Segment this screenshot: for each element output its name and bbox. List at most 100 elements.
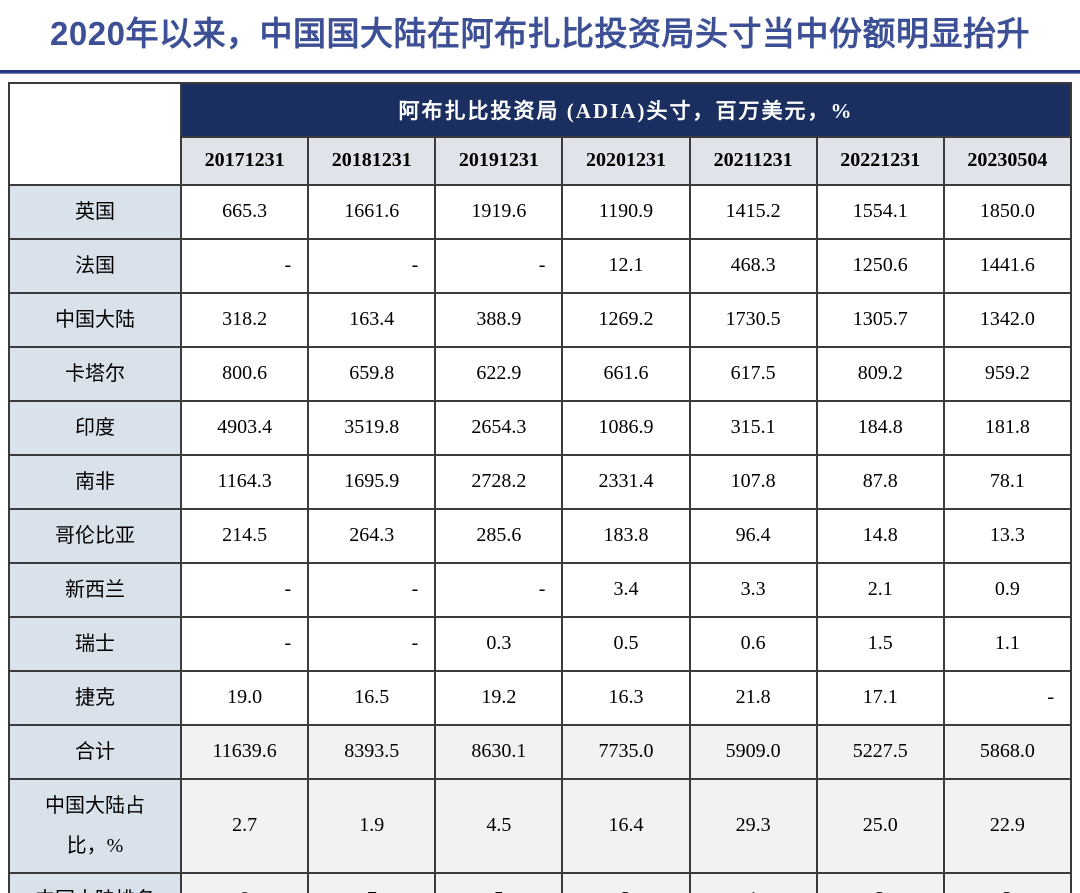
table-cell: 2654.3 xyxy=(434,399,564,456)
row-label: 哥伦比亚 xyxy=(8,507,182,564)
column-header: 20211231 xyxy=(688,135,818,186)
row-label: 南非 xyxy=(8,453,182,510)
table-cell: 16.4 xyxy=(561,777,691,874)
table-cell: 8 xyxy=(179,871,310,893)
table-cell: - xyxy=(179,237,310,294)
table-cell: 12.1 xyxy=(561,237,691,294)
table-cell: 3 xyxy=(942,871,1073,893)
table-banner-title: 阿布扎比投资局 (ADIA)头寸，百万美元，% xyxy=(180,81,1072,138)
table-cell: 8393.5 xyxy=(307,723,437,780)
column-header: 20181231 xyxy=(307,135,437,186)
table-cell: 184.8 xyxy=(815,399,945,456)
table-cell: 2 xyxy=(815,871,945,893)
table-cell: 4.5 xyxy=(434,777,564,874)
table-cell: 1919.6 xyxy=(434,183,564,240)
table-cell: 1250.6 xyxy=(815,237,945,294)
table-row: 新西兰 - - -3.4 3.3 2.1 0.9 xyxy=(8,561,1073,618)
table-cell: 1190.9 xyxy=(561,183,691,240)
table-cell: 1730.5 xyxy=(688,291,818,348)
adia-table: 阿布扎比投资局 (ADIA)头寸，百万美元，% 20171231 20181231 2… xyxy=(8,81,1073,893)
table-cell: 19.2 xyxy=(434,669,564,726)
table-cell: 19.0 xyxy=(179,669,310,726)
table-row: 中国大陆 318.2 163.4 388.9 1269.2 1730.5 1305.7 134… xyxy=(8,291,1073,348)
table-cell: 2 xyxy=(561,871,691,893)
table-cell: 0.5 xyxy=(561,615,691,672)
table-cell: 318.2 xyxy=(179,291,310,348)
table-cell: 0.9 xyxy=(942,561,1073,618)
table-cell: 181.8 xyxy=(942,399,1073,456)
table-cell: 661.6 xyxy=(561,345,691,402)
table-cell: 183.8 xyxy=(561,507,691,564)
table-cell: - xyxy=(307,237,437,294)
table-cell: 3.3 xyxy=(688,561,818,618)
table-cell: 0.6 xyxy=(688,615,818,672)
row-label: 中国大陆占比，% xyxy=(8,777,182,874)
row-label: 捷克 xyxy=(8,669,182,726)
table-cell: 659.8 xyxy=(307,345,437,402)
table-cell: - xyxy=(434,561,564,618)
table-cell: 1.9 xyxy=(307,777,437,874)
table-cell: 21.8 xyxy=(688,669,818,726)
table-cell: 13.3 xyxy=(942,507,1073,564)
row-label: 英国 xyxy=(8,183,182,240)
table-cell: 25.0 xyxy=(815,777,945,874)
table-cell: 163.4 xyxy=(307,291,437,348)
column-header: 20171231 xyxy=(179,135,310,186)
table-cell: 17.1 xyxy=(815,669,945,726)
table-cell: 11639.6 xyxy=(179,723,310,780)
corner-cell xyxy=(8,81,182,186)
table-cell: - xyxy=(179,615,310,672)
figure-title: 2020年以来，中国国大陆在阿布扎比投资局头寸当中份额明显抬升 xyxy=(50,15,1030,52)
table-cell: 809.2 xyxy=(815,345,945,402)
table-cell: 315.1 xyxy=(688,399,818,456)
table-cell: 14.8 xyxy=(815,507,945,564)
table-cell: - xyxy=(434,237,564,294)
table-cell: 16.3 xyxy=(561,669,691,726)
table-cell: 5227.5 xyxy=(815,723,945,780)
table-row: 中国大陆占比，% 2.7 1.9 4.5 16.4 29.3 25.0 22.9 xyxy=(8,777,1073,874)
table-row: 哥伦比亚 214.5 264.3 285.6 183.8 96.4 14.8 13.3 xyxy=(8,507,1073,564)
table-cell: 214.5 xyxy=(179,507,310,564)
row-label: 卡塔尔 xyxy=(8,345,182,402)
row-label: 法国 xyxy=(8,237,182,294)
table-row: 合计 11639.6 8393.5 8630.1 7735.0 5909.0 5227.5 5… xyxy=(8,723,1073,780)
table-cell: - xyxy=(307,615,437,672)
table-row: 捷克 19.0 16.5 19.2 16.3 21.8 17.1- xyxy=(8,669,1073,726)
table-cell: 285.6 xyxy=(434,507,564,564)
table-cell: 3.4 xyxy=(561,561,691,618)
table-row: 英国 665.3 1661.6 1919.6 1190.9 1415.2 1554.1 185… xyxy=(8,183,1073,240)
table-cell: 1269.2 xyxy=(561,291,691,348)
table-cell: 7735.0 xyxy=(561,723,691,780)
table-cell: 622.9 xyxy=(434,345,564,402)
table-cell: 1.1 xyxy=(942,615,1073,672)
table-cell: 1342.0 xyxy=(942,291,1073,348)
table-row: 瑞士 - -0.3 0.5 0.6 1.5 1.1 xyxy=(8,615,1073,672)
table-row: 中国大陆排名8752123 xyxy=(8,871,1073,893)
table-cell: 5 xyxy=(434,871,564,893)
table-cell: 1086.9 xyxy=(561,399,691,456)
table-cell: 1554.1 xyxy=(815,183,945,240)
table-row: 法国 - - -12.1 468.3 1250.6 1441.6 xyxy=(8,237,1073,294)
table-cell: 22.9 xyxy=(942,777,1073,874)
table-cell: 264.3 xyxy=(307,507,437,564)
table-cell: 1 xyxy=(688,871,818,893)
column-header: 20230504 xyxy=(942,135,1073,186)
table-row: 卡塔尔 800.6 659.8 622.9 661.6 617.5 809.2 959.2 xyxy=(8,345,1073,402)
table-cell: 1305.7 xyxy=(815,291,945,348)
table-cell: - xyxy=(942,669,1073,726)
table-cell: 5909.0 xyxy=(688,723,818,780)
column-header: 20201231 xyxy=(561,135,691,186)
row-label: 新西兰 xyxy=(8,561,182,618)
table-cell: 2331.4 xyxy=(561,453,691,510)
table-cell: 1661.6 xyxy=(307,183,437,240)
table-cell: 1415.2 xyxy=(688,183,818,240)
table-cell: 665.3 xyxy=(179,183,310,240)
table-cell: 2.7 xyxy=(179,777,310,874)
table-row: 印度 4903.4 3519.8 2654.3 1086.9 315.1 184.8 181.… xyxy=(8,399,1073,456)
table-cell: 1.5 xyxy=(815,615,945,672)
table-cell: 617.5 xyxy=(688,345,818,402)
row-label: 合计 xyxy=(8,723,182,780)
table-cell: 87.8 xyxy=(815,453,945,510)
table-cell: 800.6 xyxy=(179,345,310,402)
